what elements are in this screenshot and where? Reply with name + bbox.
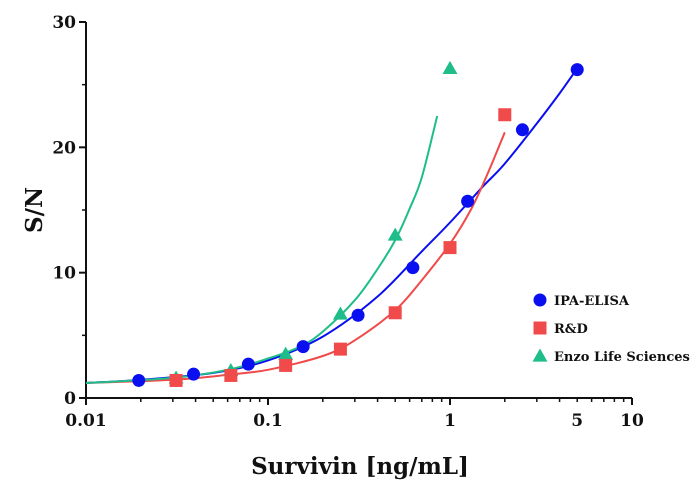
data-point-square	[443, 241, 457, 255]
data-point-triangle	[332, 306, 348, 320]
data-point-square	[169, 373, 183, 387]
fit-curve	[85, 115, 439, 384]
data-point-square	[333, 342, 347, 356]
data-point-circle	[351, 308, 365, 322]
x-tick-label: 5	[571, 411, 583, 431]
data-point-square	[388, 306, 402, 320]
y-axis-title: S/N	[21, 187, 48, 233]
legend-label: Enzo Life Sciences	[554, 350, 690, 365]
fit-curves	[85, 67, 579, 384]
data-point-triangle	[532, 348, 548, 362]
data-points	[132, 60, 584, 387]
x-tick-label: 1	[444, 411, 456, 431]
x-axis-title: Survivin [ng/mL]	[251, 453, 469, 480]
data-point-triangle	[442, 60, 458, 74]
legend-label: IPA-ELISA	[554, 294, 630, 309]
y-tick-label: 0	[64, 389, 76, 409]
data-point-circle	[296, 340, 310, 354]
data-point-circle	[570, 63, 584, 77]
data-point-square	[533, 321, 547, 335]
data-point-square	[224, 368, 238, 382]
legend-label: R&D	[554, 322, 588, 337]
data-point-square	[279, 358, 293, 372]
fit-curve	[85, 131, 506, 384]
axes: 0 10 20 30 0.01 0.1 1 5 10	[52, 13, 644, 431]
data-point-circle	[533, 293, 547, 307]
x-tick-label: 10	[620, 411, 644, 431]
x-tick-label: 0.1	[253, 411, 283, 431]
y-tick-label: 30	[52, 13, 76, 33]
data-point-square	[498, 108, 512, 122]
data-point-triangle	[278, 346, 294, 360]
data-point-circle	[406, 261, 420, 275]
x-tick-label: 0.01	[65, 411, 106, 431]
data-point-triangle	[387, 227, 403, 241]
data-point-circle	[187, 367, 201, 381]
legend: IPA-ELISA R&D Enzo Life Sciences	[532, 293, 690, 365]
data-point-circle	[461, 194, 475, 208]
data-point-circle	[132, 373, 146, 387]
y-tick-label: 20	[52, 138, 76, 158]
data-point-circle	[515, 123, 529, 137]
y-tick-label: 10	[52, 264, 76, 284]
data-point-circle	[241, 357, 255, 371]
